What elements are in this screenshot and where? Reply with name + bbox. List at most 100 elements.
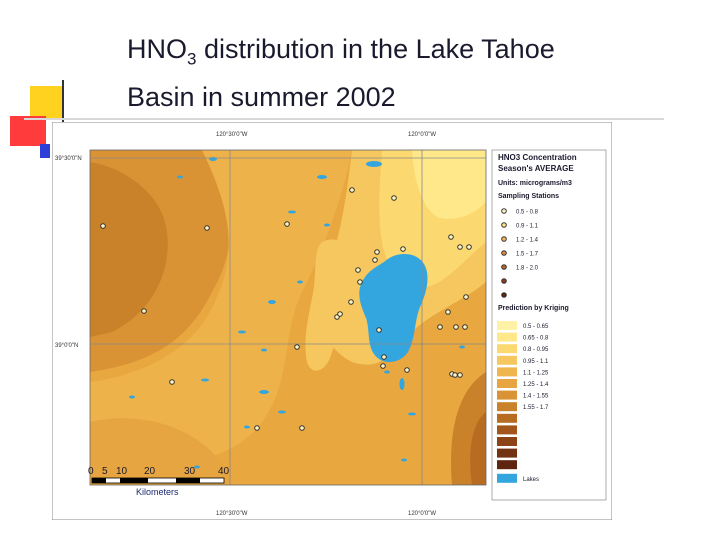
scale-tick-20: 20 <box>144 466 156 477</box>
station-legend: 0.5 - 0.8 0.9 - 1.1 1.2 - 1.4 1.5 - 1.7 1.8 … <box>501 208 539 298</box>
lakes-legend-label: Lakes <box>523 477 539 483</box>
station-marker <box>357 279 363 285</box>
kriging-legend: 0.5 - 0.65 0.65 - 0.8 0.8 - 0.95 0.95 - 1.1… <box>497 321 549 483</box>
lake-small <box>244 425 250 429</box>
station-legend-label: 1.8 - 2.0 <box>516 266 539 272</box>
kriging-legend-swatch <box>497 437 517 446</box>
scale-bar: 0 5 10 20 30 40 Kilometers <box>88 466 230 497</box>
title-subscript: 3 <box>187 49 197 69</box>
scale-tick-30: 30 <box>184 466 196 477</box>
lake-small <box>401 458 407 462</box>
legend-units: Units: micrograms/m3 <box>498 180 572 187</box>
lake-small <box>399 378 405 390</box>
station-marker <box>294 344 300 350</box>
title-prefix: HNO <box>127 34 187 64</box>
lake-small <box>408 412 416 416</box>
station-legend-label: 1.5 - 1.7 <box>516 252 539 258</box>
lakes-legend-swatch <box>497 473 517 483</box>
kriging-legend-swatch <box>497 344 517 354</box>
lake-small <box>201 378 209 382</box>
station-marker <box>204 225 210 231</box>
lake-small <box>261 348 267 352</box>
slide-accent-blue-square <box>40 144 50 158</box>
station-marker <box>391 195 397 201</box>
scale-unit: Kilometers <box>136 487 179 497</box>
station-legend-marker <box>501 264 507 270</box>
title-line2: Basin in summer 2002 <box>127 82 396 113</box>
map-svg: 120°30'0"W 120°0'0"W 120°30'0"W 120°0'0"… <box>51 121 613 521</box>
lake-small <box>384 370 390 374</box>
slide-accent-vertical-line <box>62 80 64 128</box>
kriging-legend-label: 0.65 - 0.8 <box>523 336 549 342</box>
station-marker <box>400 246 406 252</box>
graticule-labels: 120°30'0"W 120°0'0"W 120°30'0"W 120°0'0"… <box>55 132 436 517</box>
kriging-legend-swatch <box>497 402 517 412</box>
lake-small <box>238 330 246 334</box>
station-marker <box>376 327 382 333</box>
station-marker <box>100 223 106 229</box>
bottom-label-1: 120°30'0"W <box>216 511 248 517</box>
station-marker <box>169 379 175 385</box>
kriging-legend-swatch <box>497 332 517 342</box>
kriging-legend-swatch <box>497 355 517 365</box>
kriging-surface <box>90 150 486 485</box>
top-label-1: 120°30'0"W <box>216 132 248 138</box>
station-marker <box>445 309 451 315</box>
slide-accent-horizontal-line <box>24 118 664 120</box>
station-marker <box>141 308 147 314</box>
station-marker <box>380 363 386 369</box>
station-marker <box>448 234 454 240</box>
scale-tick-10: 10 <box>116 466 128 477</box>
left-label-1: 39°30'0"N <box>55 156 82 162</box>
legend-kriging-heading: Prediction by Kriging <box>498 305 569 312</box>
station-marker <box>457 372 463 378</box>
station-legend-marker <box>501 278 507 284</box>
lake-small <box>194 465 200 469</box>
station-marker <box>372 257 378 263</box>
slide-accent-red-square <box>10 116 46 146</box>
kriging-legend-swatch <box>497 321 517 330</box>
lake-small <box>278 410 286 414</box>
lake-small <box>297 280 303 284</box>
station-legend-marker <box>501 236 507 242</box>
kriging-legend-label: 0.8 - 0.95 <box>523 347 549 353</box>
legend-title-2: Season's AVERAGE <box>498 164 574 173</box>
kriging-legend-label: 1.25 - 1.4 <box>523 382 549 388</box>
sampling-stations <box>100 187 472 431</box>
station-legend-marker <box>501 292 507 298</box>
station-legend-marker <box>501 222 507 228</box>
lake-tahoe <box>359 253 428 363</box>
lake-small <box>268 300 276 304</box>
lake-small <box>129 395 135 399</box>
station-legend-label: 0.9 - 1.1 <box>516 224 539 230</box>
kriging-legend-swatch <box>497 390 517 400</box>
station-legend-label: 1.2 - 1.4 <box>516 238 539 244</box>
graticule-lines <box>90 150 486 485</box>
station-marker <box>254 425 260 431</box>
kriging-legend-label: 0.95 - 1.1 <box>523 359 549 365</box>
map-neatline <box>89 149 487 486</box>
lake-small <box>459 345 465 349</box>
station-marker <box>337 311 343 317</box>
station-marker <box>457 244 463 250</box>
station-marker <box>463 294 469 300</box>
station-marker <box>284 221 290 227</box>
kriging-legend-label: 1.55 - 1.7 <box>523 405 549 411</box>
lake-small <box>324 223 330 227</box>
scale-tick-0: 0 <box>88 466 94 477</box>
station-marker <box>381 354 387 360</box>
kriging-legend-swatch <box>497 367 517 377</box>
station-legend-label: 0.5 - 0.8 <box>516 210 539 216</box>
lake-small <box>317 175 327 179</box>
legend: HNO3 Concentration Season's AVERAGE Unit… <box>491 149 607 501</box>
station-marker <box>453 324 459 330</box>
station-marker <box>437 324 443 330</box>
station-marker <box>349 187 355 193</box>
slide-accent-yellow-square <box>30 86 64 120</box>
kriging-legend-swatch <box>497 448 517 458</box>
scale-tick-40: 40 <box>218 466 230 477</box>
legend-title-1: HNO3 Concentration <box>498 153 577 162</box>
bottom-label-2: 120°0'0"W <box>408 511 436 517</box>
kriging-legend-label: 1.4 - 1.55 <box>523 394 549 400</box>
kriging-legend-label: 1.1 - 1.25 <box>523 370 549 376</box>
